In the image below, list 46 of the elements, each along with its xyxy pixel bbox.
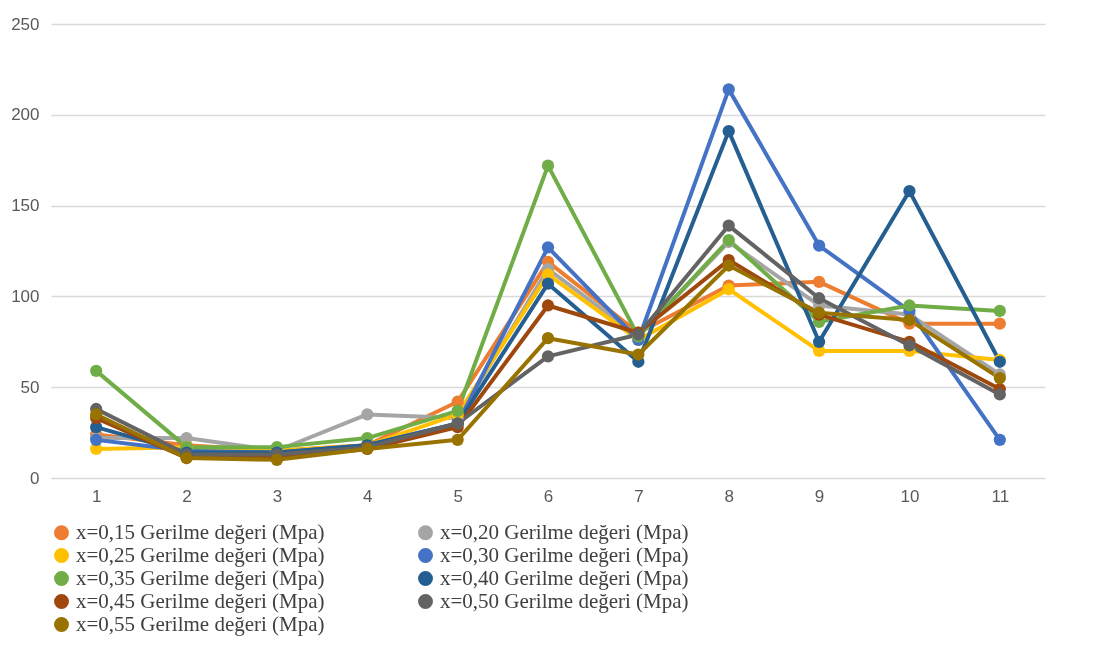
y-tick-label: 200 [11, 105, 40, 125]
point [541, 159, 555, 172]
point [812, 335, 826, 348]
point [722, 259, 735, 272]
point [541, 299, 555, 312]
point [993, 304, 1006, 318]
x-tick-label: 8 [724, 486, 734, 506]
point [541, 350, 555, 363]
point [90, 364, 103, 377]
legend-label: x=0,20 Gerilme değeri (Mpa) [440, 519, 689, 544]
point [451, 433, 464, 446]
point [993, 388, 1006, 401]
point [812, 275, 826, 288]
point [812, 292, 826, 305]
x-tick-label: 4 [363, 486, 373, 506]
point [541, 241, 555, 254]
point [993, 372, 1006, 385]
point [993, 317, 1006, 330]
point [722, 283, 735, 296]
y-tick-label: 50 [20, 377, 40, 397]
x-tick-label: 11 [991, 486, 1010, 506]
x-tick-label: 10 [900, 486, 920, 506]
point [812, 239, 826, 252]
x-tick-label: 9 [814, 486, 825, 506]
point [90, 408, 103, 421]
x-tick-label: 7 [634, 486, 644, 506]
x-tick-label: 2 [182, 486, 192, 506]
point [541, 332, 555, 345]
x-tick-label: 1 [91, 486, 102, 506]
y-tick-label: 250 [11, 14, 40, 34]
point [632, 348, 645, 361]
point [361, 408, 374, 421]
legend-label: x=0,15 Gerilme değeri (Mpa) [76, 519, 325, 544]
x-tick-label: 5 [453, 486, 463, 506]
point [541, 277, 555, 290]
point [722, 125, 735, 138]
point [903, 184, 916, 198]
x-tick-label: 6 [543, 486, 554, 506]
point [722, 219, 735, 232]
y-tick-label: 100 [11, 286, 40, 306]
point [993, 433, 1006, 446]
point [903, 339, 916, 352]
y-tick-label: 150 [11, 196, 40, 216]
y-tick-label: 0 [30, 468, 40, 488]
point [722, 83, 735, 96]
x-tick-label: 3 [272, 486, 283, 506]
